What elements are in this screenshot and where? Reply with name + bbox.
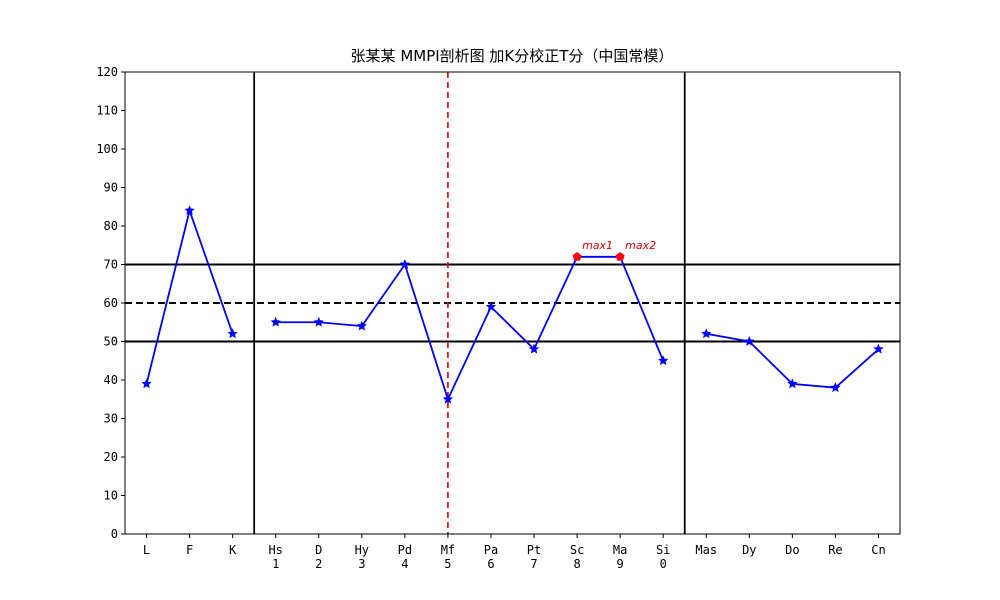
- y-tick-label: 70: [104, 258, 118, 272]
- x-tick-label-Pa: Pa: [484, 543, 498, 557]
- x-tick-number-Pa: 6: [487, 557, 494, 571]
- y-tick-label: 10: [104, 489, 118, 503]
- y-tick-label: 60: [104, 296, 118, 310]
- y-tick-label: 100: [96, 142, 118, 156]
- data-point-Cn: [873, 343, 884, 354]
- y-tick-label: 40: [104, 373, 118, 387]
- x-tick-number-Si: 0: [660, 557, 667, 571]
- x-axis-ticks: L F K Hs1 D2 Hy3 Pd4 Mf5 Pa6 Pt7 Sc8 Ma9 Si0 Mas Dy Do R…: [143, 534, 886, 571]
- peak-marker-Sc: [572, 251, 582, 261]
- x-tick-number-Hs: 1: [272, 557, 279, 571]
- series-line-clinical: [275, 255, 665, 402]
- plot-frame: [124, 71, 901, 535]
- x-tick-label-Ma: Ma: [613, 543, 627, 557]
- data-point-Pt: [528, 343, 540, 354]
- x-tick-label-Mf: Mf: [441, 543, 455, 557]
- data-point-Hs: [270, 316, 281, 327]
- peak-annotations: max1 max2: [582, 239, 656, 252]
- x-tick-label-F: F: [186, 543, 193, 557]
- y-tick-label: 110: [96, 104, 118, 118]
- x-tick-label-Sc: Sc: [570, 543, 584, 557]
- x-tick-label-Si: Si: [656, 543, 670, 557]
- x-tick-label-Cn: Cn: [871, 543, 885, 557]
- series-line-validity: [145, 207, 234, 385]
- data-point-F: [184, 205, 195, 216]
- y-tick-label: 0: [111, 527, 118, 541]
- x-tick-number-Mf: 5: [444, 557, 451, 571]
- x-tick-label-K: K: [229, 543, 237, 557]
- x-tick-number-Hy: 3: [358, 557, 365, 571]
- data-point-Pd: [399, 258, 411, 269]
- x-tick-number-Pd: 4: [401, 557, 408, 571]
- y-tick-label: 30: [104, 412, 118, 426]
- x-tick-label-D: D: [315, 543, 322, 557]
- peak-label-max1: max1: [582, 239, 613, 252]
- data-markers: [141, 205, 884, 404]
- data-point-Si: [657, 355, 669, 366]
- y-axis-ticks: 0 10 20 30 40 50 60 70 80 90 100 110 120: [96, 65, 125, 541]
- reference-lines: [125, 263, 900, 343]
- x-tick-label-Pt: Pt: [527, 543, 541, 557]
- y-tick-label: 120: [96, 65, 118, 79]
- x-tick-label-Hs: Hs: [268, 543, 282, 557]
- x-tick-label-Do: Do: [785, 543, 799, 557]
- data-point-Mf: [442, 393, 454, 404]
- scale-separators: [253, 72, 686, 534]
- data-point-Do: [787, 378, 798, 389]
- x-tick-label-Mas: Mas: [695, 543, 717, 557]
- x-tick-label-Re: Re: [828, 543, 842, 557]
- data-point-D: [313, 316, 325, 327]
- data-point-Dy: [744, 335, 755, 346]
- peak-label-max2: max2: [625, 239, 656, 252]
- data-point-Re: [830, 382, 841, 393]
- y-tick-label: 20: [104, 450, 118, 464]
- x-tick-label-L: L: [143, 543, 150, 557]
- x-tick-number-D: 2: [315, 557, 322, 571]
- data-point-K: [227, 328, 238, 339]
- y-tick-label: 50: [104, 335, 118, 349]
- chart-title: 张某某 MMPI剖析图 加K分校正T分（中国常模）: [351, 47, 674, 65]
- x-tick-label-Dy: Dy: [742, 543, 756, 557]
- y-tick-label: 80: [104, 219, 118, 233]
- x-tick-number-Pt: 7: [530, 557, 537, 571]
- x-tick-label-Hy: Hy: [355, 543, 369, 557]
- peak-marker-Ma: [615, 251, 625, 261]
- data-point-L: [141, 378, 152, 389]
- x-tick-number-Sc: 8: [573, 557, 580, 571]
- x-tick-number-Ma: 9: [617, 557, 624, 571]
- data-point-Pa: [485, 301, 497, 312]
- data-point-Mas: [700, 328, 712, 339]
- x-tick-label-Pd: Pd: [398, 543, 412, 557]
- y-tick-label: 90: [104, 181, 118, 195]
- data-point-Hy: [356, 320, 368, 331]
- series-lines: [145, 207, 880, 402]
